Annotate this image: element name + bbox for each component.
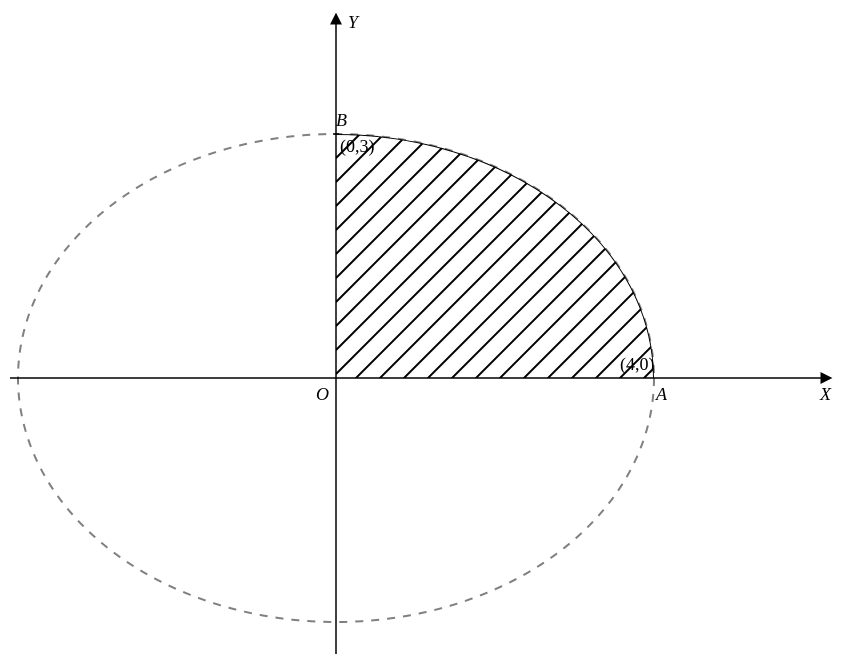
point-a-label: A bbox=[655, 384, 668, 404]
origin-label: O bbox=[316, 384, 329, 404]
ellipse-diagram: Y X O B (0,3) (4,0) A bbox=[0, 0, 845, 664]
point-a-coord: (4,0) bbox=[620, 354, 655, 375]
point-b-label: B bbox=[336, 110, 347, 130]
y-axis-label: Y bbox=[348, 12, 360, 32]
quarter-arc-outline bbox=[336, 134, 654, 378]
hatched-region bbox=[336, 134, 845, 380]
point-b-coord: (0,3) bbox=[340, 136, 375, 157]
x-axis-label: X bbox=[819, 384, 832, 404]
